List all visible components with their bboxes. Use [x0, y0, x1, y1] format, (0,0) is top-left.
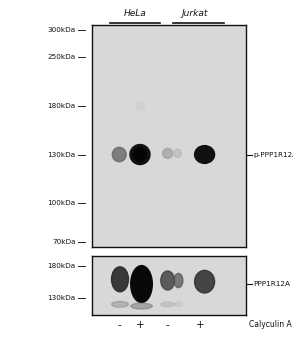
Text: 100kDa: 100kDa [47, 201, 76, 206]
Text: 70kDa: 70kDa [52, 239, 76, 245]
Ellipse shape [174, 149, 181, 158]
Text: PPP1R12A: PPP1R12A [253, 281, 290, 287]
Ellipse shape [131, 303, 152, 309]
Ellipse shape [131, 266, 152, 302]
Text: +: + [136, 320, 144, 330]
Ellipse shape [147, 102, 154, 110]
Ellipse shape [161, 271, 175, 290]
Text: -: - [166, 320, 170, 330]
Ellipse shape [174, 273, 183, 288]
Text: 300kDa: 300kDa [47, 27, 76, 33]
Text: -: - [117, 320, 121, 330]
Text: 250kDa: 250kDa [47, 54, 76, 60]
Ellipse shape [112, 147, 126, 162]
Text: 180kDa: 180kDa [47, 103, 76, 108]
Text: p-PPP1R12A-S507: p-PPP1R12A-S507 [253, 152, 293, 158]
Text: 130kDa: 130kDa [47, 152, 76, 158]
Ellipse shape [195, 146, 214, 163]
Ellipse shape [161, 302, 175, 307]
Ellipse shape [174, 302, 183, 306]
Text: +: + [196, 320, 204, 330]
Ellipse shape [136, 101, 144, 110]
Text: Jurkat: Jurkat [181, 9, 208, 18]
Ellipse shape [130, 145, 150, 164]
Text: Calyculin A: Calyculin A [249, 320, 292, 329]
Ellipse shape [134, 148, 146, 161]
Text: 180kDa: 180kDa [47, 263, 76, 269]
Ellipse shape [195, 270, 214, 293]
Text: 130kDa: 130kDa [47, 295, 76, 301]
Ellipse shape [163, 148, 173, 159]
Text: HeLa: HeLa [124, 9, 147, 18]
Ellipse shape [112, 301, 128, 307]
Ellipse shape [112, 267, 128, 292]
